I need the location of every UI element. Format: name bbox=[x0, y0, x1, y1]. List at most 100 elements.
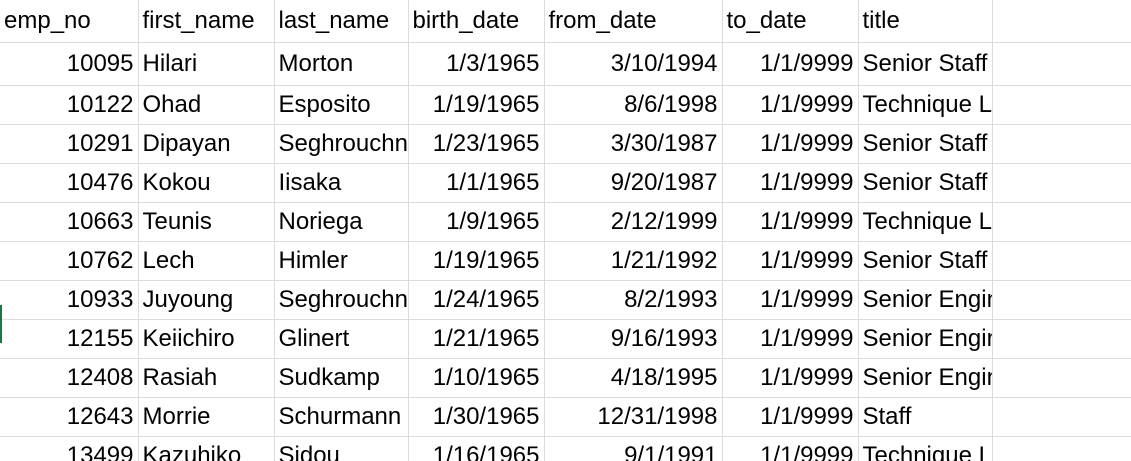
cell-birth-date[interactable]: 1/3/1965 bbox=[408, 42, 545, 86]
cell-to-date[interactable]: 1/1/9999 bbox=[722, 163, 859, 203]
header-cell-birth-date[interactable]: birth_date bbox=[408, 0, 545, 43]
cell-first-name[interactable]: Juyoung bbox=[138, 280, 275, 320]
cell-last-name[interactable]: Himler bbox=[274, 241, 409, 281]
header-cell-title[interactable]: title bbox=[858, 0, 993, 43]
cell-first-name[interactable]: Dipayan bbox=[138, 124, 275, 164]
cell-empty[interactable] bbox=[992, 42, 1131, 86]
header-cell-emp-no[interactable]: emp_no bbox=[0, 0, 139, 43]
cell-title[interactable]: Technique Leader bbox=[858, 202, 993, 242]
cell-to-date[interactable]: 1/1/9999 bbox=[722, 241, 859, 281]
cell-empty[interactable] bbox=[992, 436, 1131, 461]
cell-empty[interactable] bbox=[992, 319, 1131, 359]
cell-birth-date[interactable]: 1/24/1965 bbox=[408, 280, 545, 320]
cell-title[interactable]: Staff bbox=[858, 397, 993, 437]
cell-from-date[interactable]: 9/20/1987 bbox=[544, 163, 723, 203]
cell-to-date[interactable]: 1/1/9999 bbox=[722, 397, 859, 437]
cell-from-date[interactable]: 8/6/1998 bbox=[544, 85, 723, 125]
cell-birth-date[interactable]: 1/1/1965 bbox=[408, 163, 545, 203]
cell-first-name[interactable]: Hilari bbox=[138, 42, 275, 86]
cell-last-name[interactable]: Seghrouchni bbox=[274, 280, 409, 320]
cell-from-date[interactable]: 12/31/1998 bbox=[544, 397, 723, 437]
cell-last-name[interactable]: Seghrouchni bbox=[274, 124, 409, 164]
cell-last-name[interactable]: Sudkamp bbox=[274, 358, 409, 398]
cell-to-date[interactable]: 1/1/9999 bbox=[722, 42, 859, 86]
cell-last-name[interactable]: Morton bbox=[274, 42, 409, 86]
cell-title[interactable]: Senior Staff bbox=[858, 241, 993, 281]
cell-empty[interactable] bbox=[992, 85, 1131, 125]
cell-last-name[interactable]: Sidou bbox=[274, 436, 409, 461]
cell-first-name[interactable]: Ohad bbox=[138, 85, 275, 125]
cell-first-name[interactable]: Keiichiro bbox=[138, 319, 275, 359]
cell-last-name[interactable]: Noriega bbox=[274, 202, 409, 242]
cell-birth-date[interactable]: 1/23/1965 bbox=[408, 124, 545, 164]
active-row-marker bbox=[0, 305, 2, 343]
cell-title[interactable]: Technique Leader bbox=[858, 436, 993, 461]
cell-emp-no[interactable]: 12643 bbox=[0, 397, 139, 437]
cell-title[interactable]: Senior Engineer bbox=[858, 358, 993, 398]
cell-empty[interactable] bbox=[992, 397, 1131, 437]
cell-emp-no[interactable]: 12408 bbox=[0, 358, 139, 398]
cell-title[interactable]: Senior Staff bbox=[858, 42, 993, 86]
cell-first-name[interactable]: Teunis bbox=[138, 202, 275, 242]
cell-from-date[interactable]: 3/10/1994 bbox=[544, 42, 723, 86]
cell-last-name[interactable]: Schurmann bbox=[274, 397, 409, 437]
table-row: 13499 Kazuhiko Sidou 1/16/1965 9/1/1991 1/1/9… bbox=[0, 436, 1131, 461]
cell-first-name[interactable]: Kokou bbox=[138, 163, 275, 203]
header-cell-empty[interactable] bbox=[992, 0, 1131, 43]
cell-from-date[interactable]: 3/30/1987 bbox=[544, 124, 723, 164]
cell-emp-no[interactable]: 10476 bbox=[0, 163, 139, 203]
cell-to-date[interactable]: 1/1/9999 bbox=[722, 202, 859, 242]
cell-first-name[interactable]: Kazuhiko bbox=[138, 436, 275, 461]
cell-title[interactable]: Senior Engineer bbox=[858, 319, 993, 359]
cell-empty[interactable] bbox=[992, 358, 1131, 398]
cell-last-name[interactable]: Iisaka bbox=[274, 163, 409, 203]
cell-birth-date[interactable]: 1/16/1965 bbox=[408, 436, 545, 461]
cell-emp-no[interactable]: 10762 bbox=[0, 241, 139, 281]
cell-emp-no[interactable]: 12155 bbox=[0, 319, 139, 359]
cell-birth-date[interactable]: 1/19/1965 bbox=[408, 241, 545, 281]
cell-to-date[interactable]: 1/1/9999 bbox=[722, 85, 859, 125]
cell-empty[interactable] bbox=[992, 241, 1131, 281]
cell-title[interactable]: Technique Leader bbox=[858, 85, 993, 125]
cell-birth-date[interactable]: 1/21/1965 bbox=[408, 319, 545, 359]
header-row: emp_no first_name last_name birth_date f… bbox=[0, 0, 1131, 43]
cell-emp-no[interactable]: 10291 bbox=[0, 124, 139, 164]
cell-from-date[interactable]: 4/18/1995 bbox=[544, 358, 723, 398]
cell-emp-no[interactable]: 13499 bbox=[0, 436, 139, 461]
cell-to-date[interactable]: 1/1/9999 bbox=[722, 436, 859, 461]
cell-to-date[interactable]: 1/1/9999 bbox=[722, 280, 859, 320]
cell-first-name[interactable]: Lech bbox=[138, 241, 275, 281]
header-cell-first-name[interactable]: first_name bbox=[138, 0, 275, 43]
cell-from-date[interactable]: 8/2/1993 bbox=[544, 280, 723, 320]
cell-emp-no[interactable]: 10122 bbox=[0, 85, 139, 125]
cell-empty[interactable] bbox=[992, 124, 1131, 164]
cell-empty[interactable] bbox=[992, 202, 1131, 242]
cell-birth-date[interactable]: 1/10/1965 bbox=[408, 358, 545, 398]
cell-from-date[interactable]: 1/21/1992 bbox=[544, 241, 723, 281]
cell-title[interactable]: Senior Staff bbox=[858, 163, 993, 203]
cell-emp-no[interactable]: 10933 bbox=[0, 280, 139, 320]
cell-last-name[interactable]: Glinert bbox=[274, 319, 409, 359]
cell-empty[interactable] bbox=[992, 280, 1131, 320]
cell-birth-date[interactable]: 1/9/1965 bbox=[408, 202, 545, 242]
cell-first-name[interactable]: Morrie bbox=[138, 397, 275, 437]
table-row: 10933 Juyoung Seghrouchni 1/24/1965 8/2/1993… bbox=[0, 280, 1131, 320]
cell-title[interactable]: Senior Engineer bbox=[858, 280, 993, 320]
cell-to-date[interactable]: 1/1/9999 bbox=[722, 319, 859, 359]
cell-title[interactable]: Senior Staff bbox=[858, 124, 993, 164]
cell-last-name[interactable]: Esposito bbox=[274, 85, 409, 125]
cell-emp-no[interactable]: 10095 bbox=[0, 42, 139, 86]
cell-from-date[interactable]: 2/12/1999 bbox=[544, 202, 723, 242]
cell-to-date[interactable]: 1/1/9999 bbox=[722, 358, 859, 398]
cell-emp-no[interactable]: 10663 bbox=[0, 202, 139, 242]
cell-birth-date[interactable]: 1/19/1965 bbox=[408, 85, 545, 125]
header-cell-last-name[interactable]: last_name bbox=[274, 0, 409, 43]
cell-from-date[interactable]: 9/1/1991 bbox=[544, 436, 723, 461]
header-cell-to-date[interactable]: to_date bbox=[722, 0, 859, 43]
cell-from-date[interactable]: 9/16/1993 bbox=[544, 319, 723, 359]
header-cell-from-date[interactable]: from_date bbox=[544, 0, 723, 43]
cell-to-date[interactable]: 1/1/9999 bbox=[722, 124, 859, 164]
cell-birth-date[interactable]: 1/30/1965 bbox=[408, 397, 545, 437]
cell-empty[interactable] bbox=[992, 163, 1131, 203]
cell-first-name[interactable]: Rasiah bbox=[138, 358, 275, 398]
